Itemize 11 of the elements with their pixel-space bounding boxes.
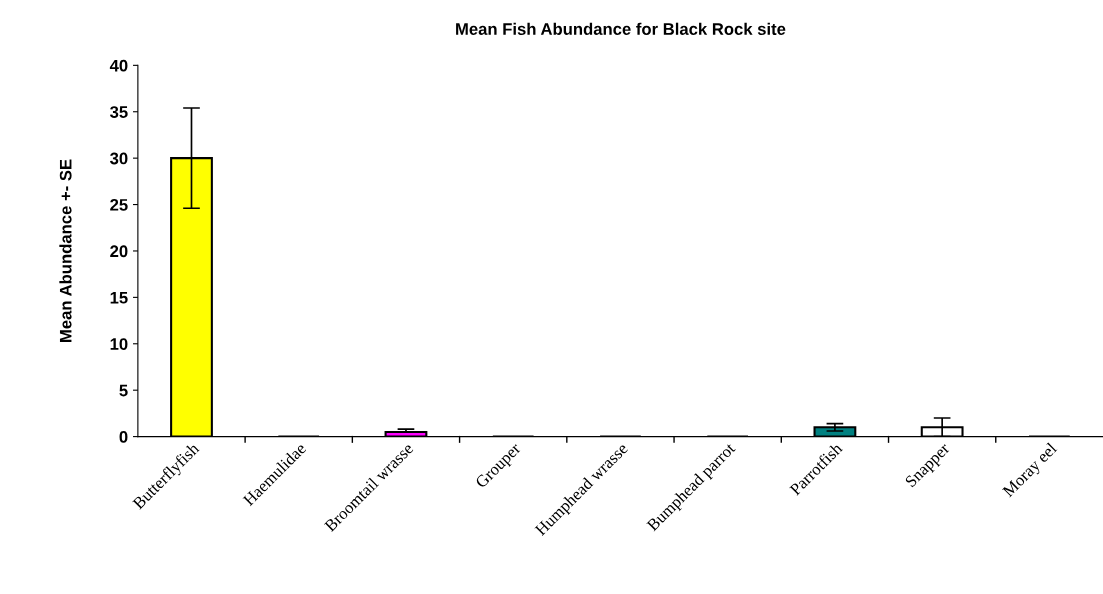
y-axis-title: Mean Abundance +- SE — [59, 159, 72, 342]
y-tick-label: 35 — [110, 106, 128, 118]
y-tick-label: 5 — [119, 384, 128, 397]
y-tick-label: 30 — [110, 152, 128, 165]
chart-title: Mean Fish Abundance for Black Rock site — [456, 22, 786, 35]
y-tick-label: 25 — [110, 198, 128, 211]
y-tick-label: 40 — [109, 59, 128, 72]
y-tick-label: 15 — [110, 291, 128, 304]
y-tick-label: 20 — [110, 245, 128, 258]
y-tick-label: 0 — [119, 430, 128, 443]
y-tick-label: 10 — [110, 338, 128, 350]
